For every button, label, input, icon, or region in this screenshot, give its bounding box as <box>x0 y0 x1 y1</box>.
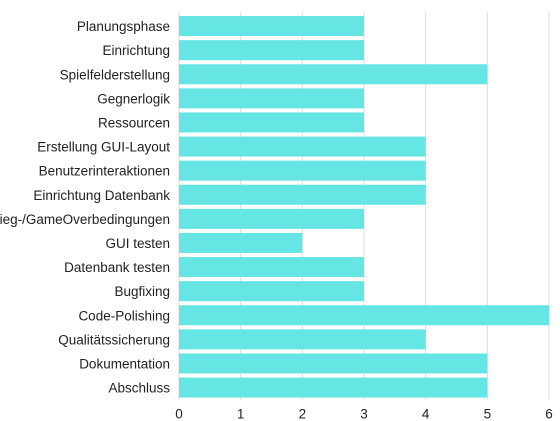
bar <box>179 112 364 133</box>
category-label: Einrichtung <box>102 43 170 58</box>
x-tick-label: 0 <box>175 407 183 421</box>
bar <box>179 160 426 181</box>
bar <box>179 305 549 326</box>
category-label: GUI testen <box>105 236 170 251</box>
x-tick-label: 3 <box>360 407 368 421</box>
bar <box>179 40 364 61</box>
x-tick-label: 5 <box>484 407 492 421</box>
category-label: Code-Polishing <box>78 308 170 323</box>
bar <box>179 16 364 37</box>
category-label: Ressourcen <box>98 115 170 130</box>
bar <box>179 377 488 398</box>
category-label: Gegnerlogik <box>97 91 170 106</box>
category-label: Dokumentation <box>79 356 170 371</box>
category-label: Planungsphase <box>77 19 170 34</box>
bar <box>179 257 364 278</box>
x-tick-label: 1 <box>237 407 245 421</box>
bar <box>179 281 364 302</box>
category-labels: Planungsphase Einrichtung Spielfelderstell… <box>0 19 170 396</box>
bar <box>179 208 364 229</box>
bar <box>179 232 303 253</box>
bar <box>179 136 426 157</box>
category-label: Sieg-/GameOverbedingungen <box>0 212 170 227</box>
bar <box>179 64 488 85</box>
category-label: Abschluss <box>108 381 170 396</box>
category-label: Spielfelderstellung <box>60 67 170 82</box>
x-tick-labels: 0 1 2 3 4 5 6 <box>175 407 553 421</box>
bars <box>179 16 549 398</box>
category-label: Erstellung GUI-Layout <box>37 140 170 155</box>
category-label: Benutzerinteraktionen <box>39 164 170 179</box>
category-label: Einrichtung Datenbank <box>33 188 170 203</box>
category-label: Datenbank testen <box>64 260 170 275</box>
bar <box>179 184 426 205</box>
category-label: Bugfixing <box>114 284 170 299</box>
bar <box>179 88 364 109</box>
bar <box>179 329 426 350</box>
x-tick-label: 4 <box>422 407 430 421</box>
x-tick-label: 6 <box>545 407 553 421</box>
x-tick-label: 2 <box>299 407 307 421</box>
bar <box>179 353 488 374</box>
category-label: Qualitätssicherung <box>58 332 170 347</box>
